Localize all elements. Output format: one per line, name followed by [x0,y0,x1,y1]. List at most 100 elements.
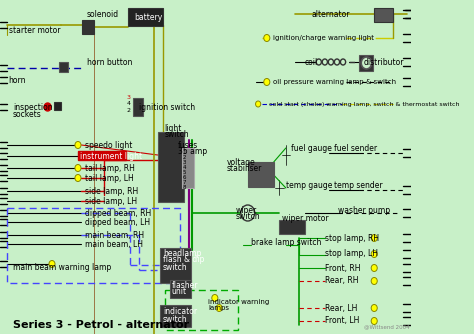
Text: flasher: flasher [172,281,198,290]
Text: horn: horn [9,75,26,85]
Text: Front, LH: Front, LH [325,317,359,326]
Text: ignition/charge warning light: ignition/charge warning light [273,35,374,41]
Text: switch: switch [163,263,188,272]
Text: tail lamp, LH: tail lamp, LH [85,173,134,182]
Text: stabiliser: stabiliser [227,164,262,172]
Text: alternator: alternator [312,9,350,18]
FancyBboxPatch shape [374,8,393,22]
FancyBboxPatch shape [170,280,191,298]
Bar [164,290,238,330]
Text: ignition switch: ignition switch [138,103,195,112]
Text: brake lamp switch: brake lamp switch [251,237,321,246]
Bar [7,208,180,283]
Circle shape [371,234,377,241]
Circle shape [216,305,222,312]
Circle shape [49,261,55,268]
Circle shape [371,265,377,272]
Text: flash & dip: flash & dip [163,256,204,265]
Text: side lamp, LH: side lamp, LH [85,196,137,205]
Text: temp gauge: temp gauge [286,180,332,189]
Text: voltage: voltage [227,158,255,167]
FancyBboxPatch shape [82,20,94,34]
Text: indicator warning: indicator warning [208,299,269,305]
Text: switch: switch [163,315,188,324]
Text: battery: battery [134,12,163,21]
Text: cold start (choke) warning lamp, switch & thermostat switch: cold start (choke) warning lamp, switch … [269,102,459,107]
Text: oil pressure warning lamp & switch: oil pressure warning lamp & switch [273,79,396,85]
Text: Rear, RH: Rear, RH [325,277,358,286]
Circle shape [371,250,377,258]
Circle shape [328,59,334,65]
Text: temp sender: temp sender [334,180,382,189]
FancyBboxPatch shape [54,102,61,110]
FancyBboxPatch shape [160,305,191,327]
Text: stop lamp, LH: stop lamp, LH [325,249,378,259]
Circle shape [361,57,372,69]
Circle shape [75,174,81,181]
Text: Series 3 - Petrol - alternator: Series 3 - Petrol - alternator [13,320,189,330]
Text: inspection: inspection [13,103,53,112]
Text: main beam warning lamp: main beam warning lamp [13,264,111,273]
Circle shape [44,103,51,111]
Text: 8: 8 [183,184,186,189]
Circle shape [371,318,377,325]
Text: distributor: distributor [364,57,404,66]
Circle shape [255,101,261,107]
Text: light: light [164,124,182,133]
Text: fuel sender: fuel sender [334,144,377,153]
Text: tail lamp, RH: tail lamp, RH [85,164,135,172]
FancyBboxPatch shape [359,55,374,71]
Text: instrument light: instrument light [80,152,142,161]
Text: side lamp, RH: side lamp, RH [85,186,138,195]
Text: starter motor: starter motor [9,25,60,34]
Text: coil: coil [305,57,318,66]
Text: speedo light: speedo light [85,141,132,150]
Text: washer pump: washer pump [338,205,390,214]
Text: dipped beam, RH: dipped beam, RH [85,208,151,217]
Text: switch: switch [236,211,260,220]
FancyBboxPatch shape [133,98,143,116]
Text: 3: 3 [127,95,130,100]
Text: fuses: fuses [178,141,198,150]
Circle shape [334,59,339,65]
Text: horn button: horn button [87,57,132,66]
Text: Front, RH: Front, RH [325,264,360,273]
FancyBboxPatch shape [59,62,68,72]
Text: unit: unit [172,288,187,297]
Text: 4: 4 [127,101,130,106]
Bar [78,151,126,160]
Text: sockets: sockets [13,110,42,119]
Circle shape [264,34,270,41]
Circle shape [371,278,377,285]
Circle shape [264,78,270,86]
Text: 5: 5 [183,169,186,174]
Text: 2: 2 [183,155,186,160]
Text: solenoid: solenoid [87,9,119,18]
Text: lamps: lamps [208,305,229,311]
Text: Rear, LH: Rear, LH [325,304,357,313]
Text: 3: 3 [183,160,186,165]
Text: 35 amp: 35 amp [178,147,207,156]
FancyBboxPatch shape [158,132,183,202]
Text: main beam, RH: main beam, RH [85,230,144,239]
Circle shape [316,59,321,65]
Text: stop lamp, RH: stop lamp, RH [325,233,379,242]
FancyBboxPatch shape [160,248,191,283]
FancyBboxPatch shape [279,220,305,234]
Circle shape [340,59,346,65]
Circle shape [75,165,81,171]
Text: 4: 4 [183,165,186,169]
Circle shape [322,59,328,65]
Circle shape [212,295,218,302]
Text: wiper: wiper [236,205,257,214]
FancyBboxPatch shape [182,148,194,188]
FancyBboxPatch shape [128,8,163,26]
Circle shape [371,305,377,312]
Circle shape [241,205,255,221]
Text: switch: switch [164,130,189,139]
Text: dipped beam, LH: dipped beam, LH [85,217,150,226]
Text: fuel gauge: fuel gauge [291,144,332,153]
Text: 2: 2 [127,108,130,113]
Text: 6: 6 [183,174,186,179]
Text: indicator: indicator [163,308,197,317]
